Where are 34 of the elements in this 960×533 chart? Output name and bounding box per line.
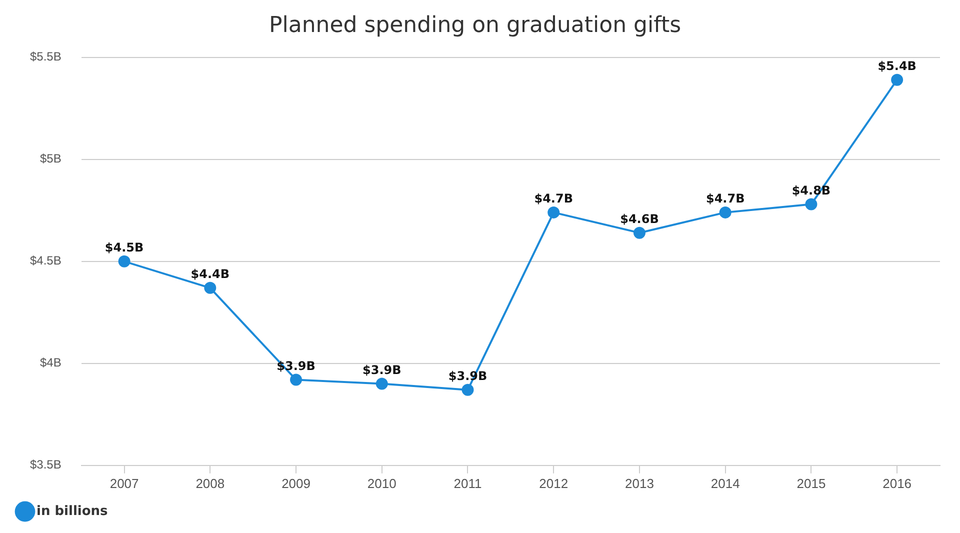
- legend-label: in billions: [36, 504, 108, 519]
- x-tick-label: 2007: [110, 476, 139, 491]
- point: [633, 226, 646, 239]
- x-tick-label: 2008: [196, 476, 225, 491]
- data-label: $3.9B: [362, 362, 402, 377]
- y-tick-label: $4B: [40, 356, 62, 370]
- data-label: $4.4B: [190, 267, 230, 282]
- y-tick-label: $3.5B: [30, 458, 62, 472]
- point: [118, 255, 130, 268]
- point: [290, 374, 302, 386]
- x-tick-label: 2012: [539, 476, 568, 491]
- data-label: $4.5B: [104, 240, 144, 255]
- x-tick-label: 2013: [625, 476, 654, 491]
- chart-title: Planned spending on graduation gifts: [268, 12, 682, 38]
- point: [805, 198, 818, 210]
- data-label: $4.7B: [534, 192, 573, 206]
- x-tick-label: 2011: [454, 476, 482, 491]
- y-tick-label: $5.5B: [30, 50, 62, 64]
- x-tick-label: 2015: [796, 476, 826, 491]
- data-label: $4.7B: [706, 192, 745, 206]
- data-label: $4.6B: [620, 212, 659, 226]
- x-tick-label: 2014: [710, 476, 740, 491]
- point: [204, 282, 216, 294]
- point: [548, 206, 560, 218]
- point: [719, 206, 732, 218]
- point: [376, 378, 388, 390]
- point: [462, 384, 474, 396]
- x-tick-label: 2016: [882, 476, 912, 491]
- y-tick-label: $4.5B: [30, 254, 62, 268]
- y-tick-label: $5B: [40, 152, 62, 166]
- x-tick-label: 2009: [282, 476, 310, 491]
- x-tick-label: 2010: [367, 476, 396, 491]
- point: [891, 74, 904, 86]
- data-label: $5.4B: [878, 58, 916, 73]
